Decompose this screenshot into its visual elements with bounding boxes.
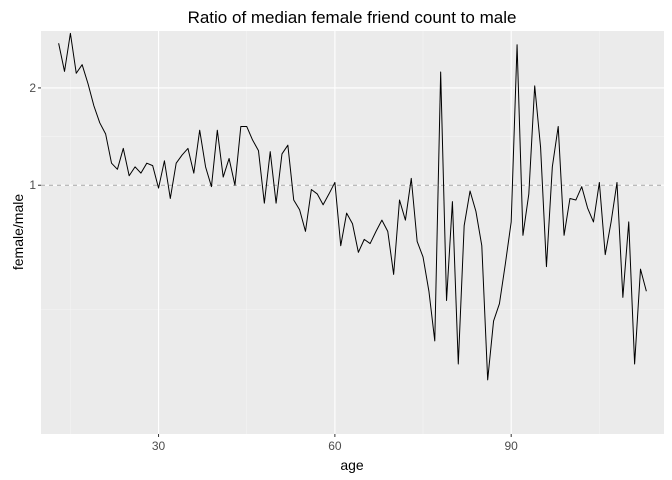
y-tick-label: 1 bbox=[29, 178, 36, 192]
x-tick-label: 90 bbox=[505, 439, 519, 453]
x-tick-label: 60 bbox=[328, 439, 342, 453]
major-gridlines bbox=[41, 31, 664, 434]
x-tick-label: 30 bbox=[152, 439, 166, 453]
y-axis-label: female/male bbox=[10, 194, 26, 270]
minor-gridlines bbox=[41, 31, 664, 434]
series-line bbox=[58, 32, 647, 381]
plot-panel bbox=[41, 31, 664, 434]
chart-title: Ratio of median female friend count to m… bbox=[188, 8, 517, 27]
x-axis-label: age bbox=[340, 457, 364, 473]
y-axis: 12 bbox=[29, 81, 41, 192]
y-tick-label: 2 bbox=[29, 81, 36, 95]
x-axis: 30 60 90 bbox=[152, 434, 518, 453]
